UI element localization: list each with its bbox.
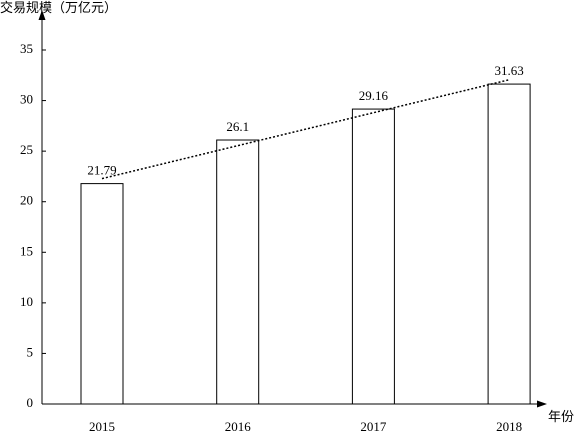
y-tick-label: 5 bbox=[27, 344, 34, 359]
x-tick-label: 2018 bbox=[496, 419, 522, 434]
x-tick-label: 2017 bbox=[360, 419, 387, 434]
bar bbox=[216, 139, 260, 405]
trend-line bbox=[101, 79, 510, 180]
bar bbox=[351, 108, 395, 405]
value-label: 21.79 bbox=[87, 163, 116, 178]
y-tick-label: 25 bbox=[20, 142, 33, 157]
value-label: 31.63 bbox=[494, 63, 523, 78]
y-axis-label: 交易规模（万亿元） bbox=[0, 0, 117, 15]
value-label: 26.1 bbox=[226, 119, 249, 134]
value-label: 29.16 bbox=[359, 88, 389, 103]
y-tick-label: 10 bbox=[20, 294, 33, 309]
y-tick-label: 15 bbox=[20, 243, 33, 258]
x-axis-label: 年份 bbox=[548, 409, 574, 424]
y-axis-arrow bbox=[38, 10, 46, 20]
y-tick-label: 35 bbox=[20, 41, 33, 56]
x-tick-label: 2015 bbox=[89, 419, 115, 434]
y-tick-label: 0 bbox=[27, 395, 34, 410]
x-tick-label: 2016 bbox=[225, 419, 252, 434]
y-tick-label: 30 bbox=[20, 92, 33, 107]
bar bbox=[80, 183, 124, 405]
x-axis-arrow bbox=[537, 400, 547, 408]
bar bbox=[487, 83, 531, 405]
y-tick-label: 20 bbox=[20, 193, 33, 208]
